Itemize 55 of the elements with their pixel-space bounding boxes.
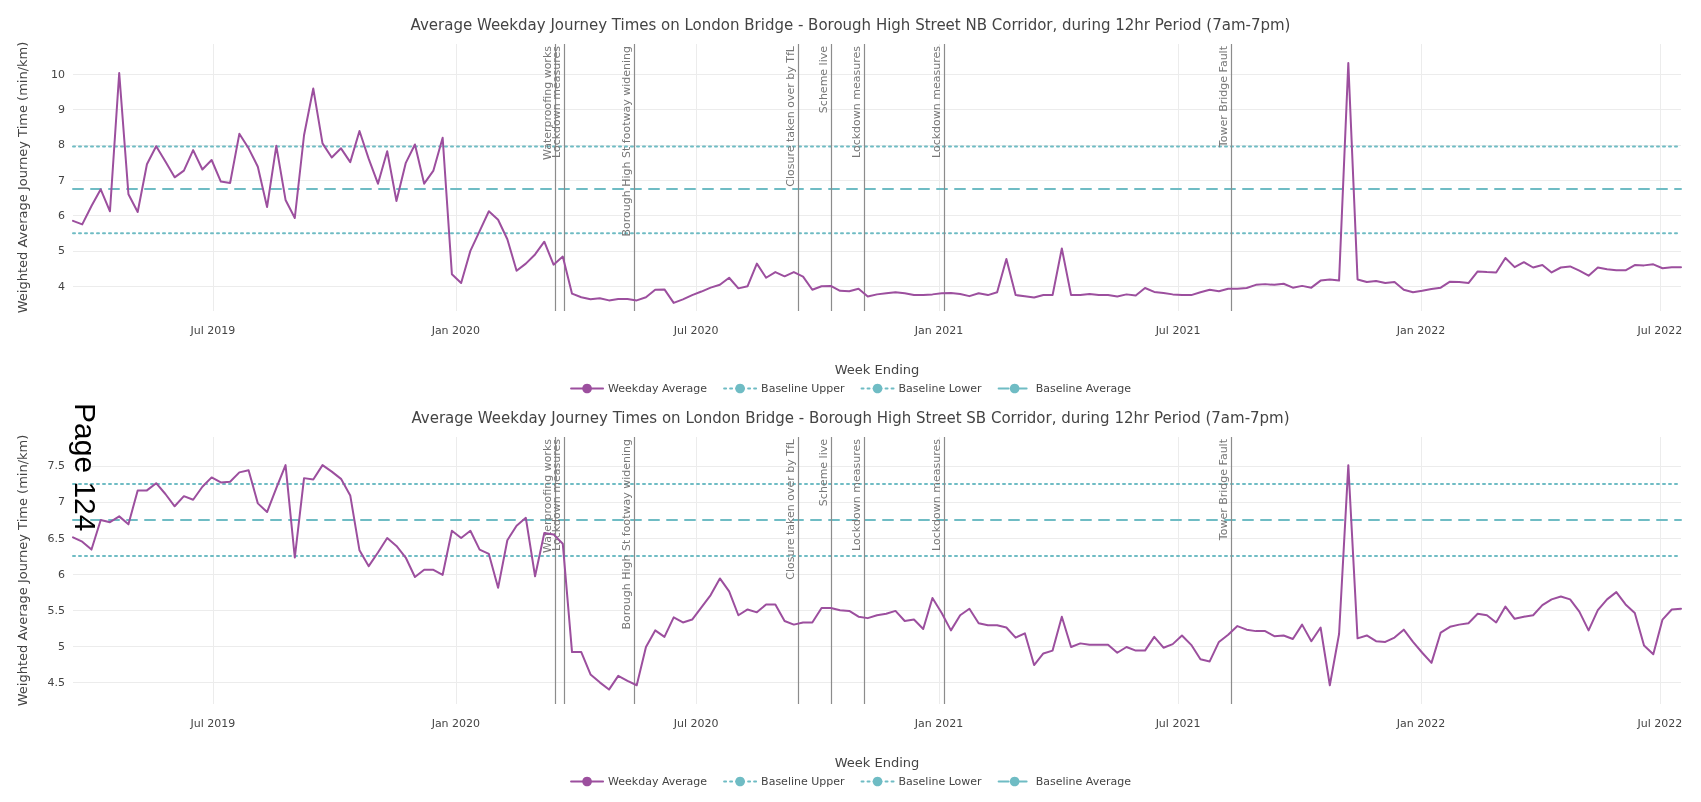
x-tick-label: Jul 2019 <box>189 324 236 337</box>
y-tick-label: 7 <box>58 173 65 187</box>
ref-line-label: Tower Bridge Fault <box>1216 438 1230 542</box>
x-tick-label: Jan 2020 <box>430 717 481 730</box>
legend-label: Baseline Upper <box>761 775 846 788</box>
y-tick-label: 7.5 <box>47 459 65 473</box>
y-axis-title: Weighted Average Journey Time (min/km) <box>15 41 30 314</box>
legend-label: Baseline Lower <box>898 382 983 395</box>
y-tick-label: 9 <box>58 102 65 116</box>
x-tick-label: Jul 2020 <box>672 324 719 337</box>
y-tick-label: 5 <box>58 639 65 653</box>
x-tick-label: Jan 2021 <box>913 717 964 730</box>
ref-line-label: Closure taken over by TfL <box>783 438 797 580</box>
y-tick-label: 5.5 <box>47 603 65 617</box>
y-tick-label: 7 <box>58 495 65 509</box>
x-tick-label: Jul 2022 <box>1636 324 1683 337</box>
ref-line-label: Lockdown measures <box>849 438 863 551</box>
x-axis-title: Week Ending <box>834 362 920 377</box>
y-tick-label: 4.5 <box>47 675 65 689</box>
y-tick-label: 4 <box>58 279 65 293</box>
y-tick-label: 10 <box>51 67 65 81</box>
ref-line-label: Scheme live <box>816 45 830 114</box>
y-tick-label: 6 <box>58 209 65 223</box>
ref-line-label: Lockdown measures <box>930 45 944 158</box>
legend-label: Weekday Average <box>608 775 708 788</box>
x-tick-label: Jan 2021 <box>913 324 964 337</box>
ref-line-label: Borough High St footway widening <box>620 439 634 630</box>
x-tick-label: Jul 2021 <box>1154 324 1201 337</box>
y-axis-title: Weighted Average Journey Time (min/km) <box>15 434 30 707</box>
x-tick-label: Jul 2022 <box>1636 717 1683 730</box>
x-tick-label: Jan 2022 <box>1395 717 1446 730</box>
y-tick-label: 8 <box>58 138 65 152</box>
ref-line-label: Lockdown measures <box>849 45 863 158</box>
y-tick-label: 5 <box>58 244 65 258</box>
x-tick-label: Jan 2020 <box>430 324 481 337</box>
x-tick-label: Jul 2020 <box>672 717 719 730</box>
legend-label: Baseline Lower <box>898 775 983 788</box>
ref-line-label: Closure taken over by TfL <box>783 45 797 187</box>
ref-line-label: Lockdown measures <box>930 438 944 551</box>
legend-label: Weekday Average <box>608 382 708 395</box>
x-tick-label: Jan 2022 <box>1395 324 1446 337</box>
y-tick-label: 6 <box>58 567 65 581</box>
legend-label: Baseline Average <box>1035 382 1132 395</box>
legend-label: Baseline Upper <box>761 382 846 395</box>
x-tick-label: Jul 2021 <box>1154 717 1201 730</box>
ref-line-label: Scheme live <box>816 438 830 507</box>
annotation: Page 124 <box>68 403 102 532</box>
ref-line-label: Borough High St footway widening <box>620 46 634 237</box>
legend-label: Baseline Average <box>1035 775 1132 788</box>
y-tick-label: 6.5 <box>47 531 65 545</box>
ref-line-label: Tower Bridge Fault <box>1216 45 1230 149</box>
x-axis-title: Week Ending <box>834 755 920 770</box>
x-tick-label: Jul 2019 <box>189 717 236 730</box>
chart-title: Average Weekday Journey Times on London Bridge - Borough High Street SB Corridor, during 12hr Period (7am-7pm) <box>411 408 1290 427</box>
chart-title: Average Weekday Journey Times on London Bridge - Borough High Street NB Corridor, during 12hr Period (7am-7pm) <box>410 15 1291 34</box>
